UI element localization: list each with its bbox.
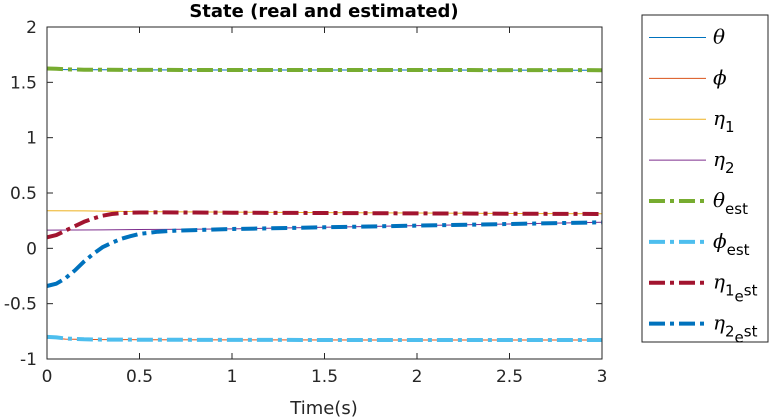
x-tick-label: 2 [412,367,423,387]
series-line-6 [46,334,602,342]
series-line-8 [46,220,603,288]
x-tick-label: 1 [227,367,238,387]
y-tick-label: 0 [26,239,37,259]
legend-label-5: θest [713,188,748,218]
x-tick-label: 0 [42,367,53,387]
x-axis-label: Time(s) [289,398,357,419]
y-tick-label: 0.5 [10,184,37,204]
legend: θϕ η1 η2 θest ϕest η1est η2est [641,14,769,347]
legend-label-4: η2 [713,147,735,177]
x-tick-label: 2.5 [496,367,523,387]
legend-label-7: η1est [713,270,758,306]
plot-area [46,27,603,359]
legend-label-1: θ [713,24,725,48]
series-line-5 [46,66,603,73]
y-tick-label: 1.5 [10,73,37,93]
y-tick-label: -1 [20,350,37,370]
legend-label-8: η2est [713,311,758,347]
legend-label-6: ϕest [713,229,750,259]
series-line-4 [46,221,603,231]
x-tick-label: 3 [597,367,608,387]
y-tick-label: 2 [26,18,37,38]
y-tick-label: -0.5 [4,295,37,315]
x-tick-label: 1.5 [311,367,338,387]
chart-title: State (real and estimated) [189,1,458,22]
legend-box [641,14,769,343]
legend-label-2: ϕ [713,65,727,89]
y-tick-label: 1 [26,129,37,149]
x-tick-label: 0.5 [126,367,153,387]
series-line-7 [46,210,603,240]
legend-label-3: η1 [713,106,735,136]
axes: 0 0.5 1 1.5 2 2.5 3 -1 -0.5 0 0.5 1 1.5 2 [4,18,608,387]
plot-background [47,27,602,359]
